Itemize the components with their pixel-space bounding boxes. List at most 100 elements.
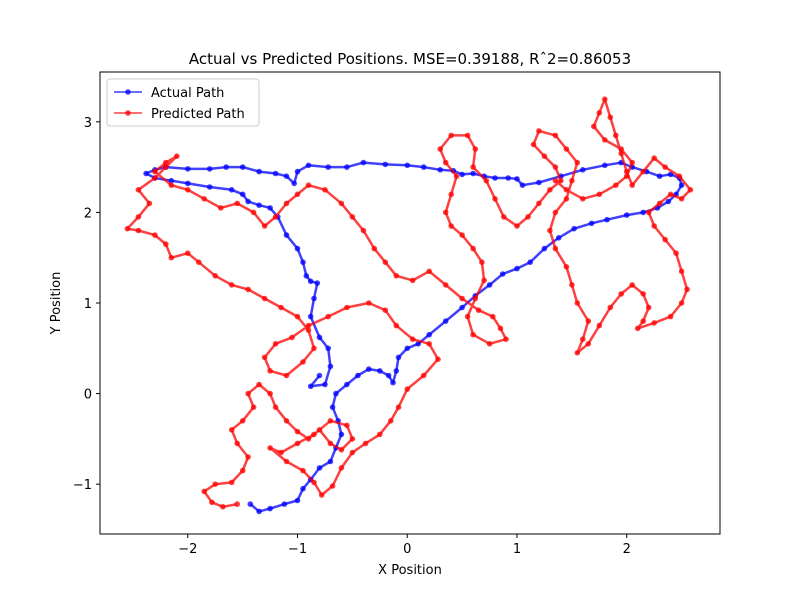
data-point (316, 427, 323, 433)
y-axis-label: Y Position (49, 272, 64, 336)
data-point (300, 259, 306, 266)
data-point (239, 467, 246, 474)
data-point (318, 492, 325, 498)
data-point (291, 180, 298, 187)
data-point (283, 200, 290, 207)
data-point (327, 458, 334, 465)
data-point (338, 447, 345, 453)
data-point (604, 216, 610, 223)
data-point (325, 313, 332, 320)
data-point (541, 245, 548, 252)
y-tick-label: 3 (84, 116, 92, 131)
data-point (143, 170, 149, 177)
data-point (426, 341, 433, 347)
data-point (563, 146, 570, 152)
data-point (580, 336, 586, 343)
legend-entries: Actual Path Predicted Path (114, 86, 245, 122)
data-point (322, 187, 328, 193)
data-point (448, 223, 455, 229)
data-point (163, 159, 169, 166)
data-point (124, 225, 131, 232)
data-point (684, 286, 690, 293)
data-point (490, 313, 496, 320)
data-point (382, 161, 389, 168)
data-point (459, 304, 465, 311)
data-point (283, 232, 290, 238)
data-point (303, 273, 310, 279)
data-point (569, 177, 575, 184)
data-point (585, 341, 592, 347)
data-point (569, 282, 575, 288)
data-point (168, 177, 175, 184)
chart-title: Actual vs Predicted Positions. MSE=0.391… (189, 50, 631, 68)
data-point (206, 166, 213, 172)
data-point (206, 184, 213, 190)
data-point (283, 458, 290, 465)
data-point (525, 214, 531, 220)
data-point (503, 336, 509, 343)
data-point (574, 159, 581, 166)
data-point (602, 96, 608, 102)
data-point (437, 167, 444, 173)
data-point (349, 214, 356, 220)
data-point (530, 141, 537, 148)
data-point (470, 331, 476, 338)
data-point (256, 168, 262, 175)
data-point (527, 259, 533, 266)
data-point (247, 501, 254, 507)
data-point (395, 404, 402, 411)
data-point (574, 350, 581, 356)
data-point (294, 313, 301, 320)
data-point (678, 268, 685, 275)
data-point (409, 336, 416, 343)
data-point (245, 286, 251, 293)
data-point (536, 200, 542, 207)
data-point (314, 280, 321, 286)
data-point (437, 146, 444, 152)
data-point (481, 277, 487, 284)
data-point (294, 245, 301, 252)
data-point (212, 273, 218, 279)
data-point (185, 166, 191, 172)
data-point (272, 404, 279, 411)
data-point (360, 227, 367, 234)
data-point (261, 354, 268, 361)
legend-label: Actual Path (151, 86, 224, 101)
data-point (333, 390, 339, 397)
data-point (316, 372, 323, 379)
data-point (135, 187, 142, 193)
data-point (442, 318, 449, 324)
data-point (185, 187, 191, 193)
data-point (475, 307, 482, 314)
data-point (349, 436, 356, 442)
data-point (201, 488, 207, 495)
data-point (338, 200, 345, 207)
data-point (580, 167, 586, 173)
data-point (278, 304, 284, 311)
data-point (239, 418, 246, 424)
data-point (486, 341, 493, 347)
data-point (239, 164, 246, 170)
data-point (201, 196, 207, 202)
legend-box (106, 78, 260, 127)
data-point (618, 146, 624, 152)
data-point (385, 372, 392, 379)
data-point (596, 191, 603, 198)
data-point (613, 182, 619, 188)
data-point (393, 273, 400, 279)
data-point (459, 295, 465, 302)
data-point (514, 176, 520, 182)
data-point (300, 359, 306, 365)
x-tick-label: 0 (403, 542, 411, 557)
data-point (656, 173, 663, 179)
data-point (307, 383, 314, 390)
data-point (220, 504, 226, 510)
x-axis-label: X Position (378, 563, 442, 578)
data-point (505, 175, 512, 181)
data-point (267, 205, 273, 211)
data-point (344, 304, 350, 311)
data-point (547, 187, 553, 193)
data-point (448, 191, 455, 198)
data-point (662, 164, 668, 170)
